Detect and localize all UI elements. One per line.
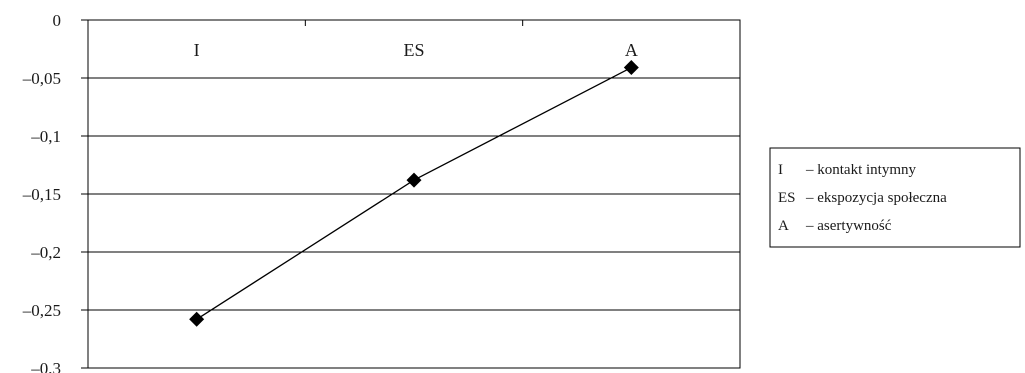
category-label: A (625, 40, 638, 60)
legend-description: – asertywność (805, 218, 892, 234)
legend-abbr: ES (778, 190, 796, 206)
y-tick-label: –0,3 (30, 359, 61, 373)
y-tick-label: 0 (53, 11, 62, 30)
y-tick-label: –0,25 (22, 301, 61, 320)
x-categories: I ES A (194, 20, 638, 60)
series-line (196, 66, 632, 320)
legend-abbr: A (778, 218, 789, 234)
data-point-marker (189, 311, 205, 327)
y-tick-label: –0,15 (22, 185, 61, 204)
legend-description: – kontakt intymny (805, 162, 916, 178)
y-tick-label: –0,05 (22, 69, 61, 88)
y-tick-label: –0,2 (30, 243, 61, 262)
category-label: ES (403, 40, 424, 60)
category-label: I (194, 40, 200, 60)
legend: I – kontakt intymny ES – ekspozycja społecz… (769, 147, 1021, 248)
gridlines (88, 77, 740, 311)
legend-description: – ekspozycja społeczna (805, 190, 947, 206)
y-tick-label: –0,1 (30, 127, 61, 146)
legend-box (769, 147, 1021, 248)
series (189, 60, 639, 327)
legend-abbr: I (778, 162, 783, 178)
data-point-marker (406, 172, 422, 188)
y-axis: 0 –0,05 –0,1 –0,15 –0,2 –0,25 –0,3 (22, 11, 88, 373)
data-point-marker (623, 60, 639, 76)
